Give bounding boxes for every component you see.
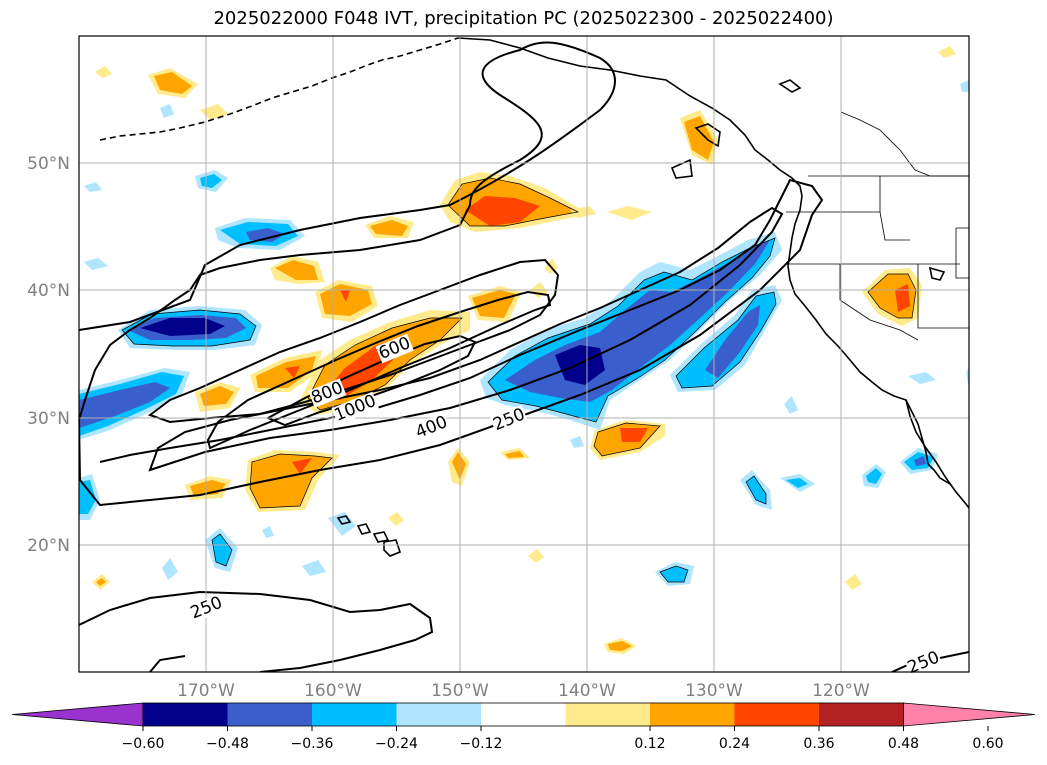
lon-label: 120°W: [812, 681, 870, 701]
graticule: [79, 36, 969, 672]
ivt-contour-label-bg: [308, 378, 347, 408]
lat-label: 30°N: [27, 409, 70, 429]
coastlines: [99, 37, 969, 557]
ivt-contour-label-bg: [904, 648, 943, 678]
colorbar-tick-label: −0.48: [206, 736, 249, 752]
lat-label: 50°N: [27, 154, 70, 174]
colorbar-tick-label: 0.24: [719, 736, 750, 752]
ivt-contour-label-bg: [489, 405, 529, 435]
lat-label: 40°N: [27, 281, 70, 301]
colorbar-tick-label: 0.12: [634, 736, 665, 752]
ivt-contour-label-bg: [331, 391, 380, 425]
map-body: [79, 36, 969, 672]
colorbar-swatch: [650, 703, 735, 726]
longitude-labels: 170°W 160°W 150°W 140°W 130°W 120°W: [177, 681, 870, 701]
political-borders: [786, 36, 969, 341]
colorbar-extend-high: [903, 702, 1036, 727]
colorbar-tick-label: 0.36: [803, 736, 834, 752]
lon-label: 130°W: [685, 681, 743, 701]
ivt-contour-label-bg: [375, 333, 414, 364]
ivt-contours: [79, 41, 969, 672]
ivt-contour-label-bg: [412, 412, 451, 443]
colorbar-tick-label: −0.36: [291, 736, 334, 752]
precip-negative-shading: [79, 80, 969, 586]
colorbar-swatch: [734, 703, 820, 726]
map-frame: [78, 35, 970, 673]
colorbar-tick-label: −0.60: [122, 736, 165, 752]
colorbar-extend-low: [11, 702, 144, 727]
colorbar-tick-label: −0.24: [375, 736, 418, 752]
lat-label: 20°N: [27, 536, 70, 556]
colorbar-swatch: [312, 703, 397, 726]
colorbar-tick-label: −0.12: [460, 736, 503, 752]
colorbar-tick-label: 0.48: [888, 736, 919, 752]
colorbar-frame: [142, 702, 904, 727]
lon-label: 140°W: [558, 681, 616, 701]
colorbar: −0.60 −0.48 −0.36 −0.24 −0.12 0.12 0.24 0.36 0.4…: [11, 702, 1036, 752]
ivt-contour-label-bg: [187, 593, 226, 623]
colorbar-swatch: [227, 703, 313, 726]
colorbar-swatch: [396, 703, 482, 726]
lon-label: 160°W: [304, 681, 362, 701]
lon-label: 170°W: [177, 681, 235, 701]
colorbar-tick-label: 0.60: [972, 736, 1003, 752]
latitude-labels: 20°N 30°N 40°N 50°N: [27, 154, 70, 556]
colorbar-swatch: [143, 703, 228, 726]
figure-title: 2025022000 F048 IVT, precipitation PC (2…: [213, 8, 834, 29]
shading-outlines: [121, 177, 917, 583]
colorbar-swatch: [565, 703, 651, 726]
colorbar-swatch: [819, 703, 904, 726]
lon-label: 150°W: [431, 681, 489, 701]
colorbar-swatch: [481, 703, 566, 726]
